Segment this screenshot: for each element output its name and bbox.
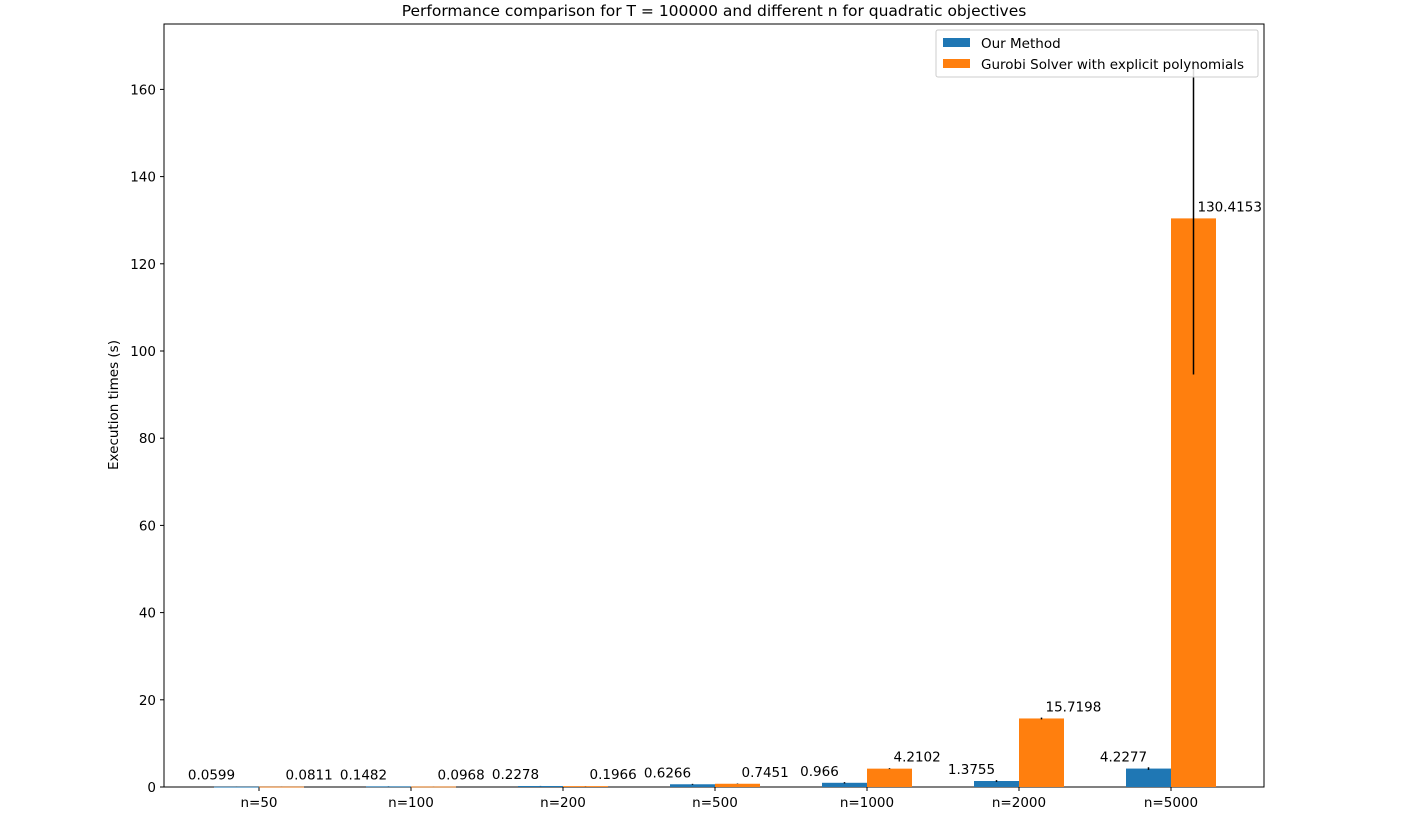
bar-gurobi [411, 786, 456, 788]
y-tick-label: 20 [139, 693, 156, 709]
data-label: 0.2278 [492, 767, 539, 783]
legend: Our Method Gurobi Solver with explicit po… [935, 29, 1259, 78]
plot-frame [163, 23, 1265, 788]
bar-gurobi [1019, 718, 1064, 787]
data-label: 0.7451 [742, 765, 789, 781]
y-axis-label: Execution times (s) [106, 340, 122, 470]
data-label: 0.1966 [590, 767, 637, 783]
data-label: 1.3755 [948, 762, 995, 778]
y-tick-label: 60 [139, 518, 156, 534]
data-label: 130.4153 [1198, 199, 1262, 215]
data-label: 0.0968 [438, 768, 485, 784]
data-label: 0.0811 [286, 768, 333, 784]
bar-our-method [974, 781, 1019, 787]
y-tick-label: 120 [130, 257, 156, 273]
bar-gurobi [259, 786, 304, 788]
legend-swatch [943, 38, 970, 47]
data-label: 0.1482 [340, 767, 387, 783]
x-tick-label: n=200 [540, 795, 586, 811]
bar-our-method [366, 786, 411, 788]
y-tick-label: 160 [130, 82, 156, 98]
legend-swatch [943, 59, 970, 68]
legend-entry: Our Method [981, 36, 1061, 52]
x-tick-label: n=500 [692, 795, 738, 811]
data-label: 15.7198 [1046, 699, 1102, 715]
y-tick-label: 0 [147, 780, 156, 796]
chart-title: Performance comparison for T = 100000 an… [402, 2, 1027, 20]
data-label: 0.6266 [644, 765, 691, 781]
y-tick-label: 80 [139, 431, 156, 447]
x-tick-label: n=5000 [1144, 795, 1198, 811]
y-tick-label: 100 [130, 344, 156, 360]
x-tick-label: n=100 [388, 795, 434, 811]
bar-our-method [518, 786, 563, 787]
bar-our-method [1126, 768, 1171, 787]
data-label: 4.2277 [1100, 750, 1147, 766]
bar-gurobi [867, 768, 912, 787]
legend-box [935, 29, 1259, 78]
bar-our-method [822, 782, 867, 787]
x-tick-label: n=50 [240, 795, 277, 811]
legend-entry: Gurobi Solver with explicit polynomials [981, 57, 1244, 73]
y-tick-label: 40 [139, 606, 156, 622]
data-label: 4.2102 [894, 750, 941, 766]
bar-gurobi [563, 786, 608, 787]
bar-our-method [670, 784, 715, 787]
data-label: 0.0599 [188, 768, 235, 784]
plot-area: 0 20 40 60 80 100 120 140 160 n=50 0.0599 0.0811 n=1… [130, 23, 1265, 811]
data-label: 0.966 [800, 764, 839, 780]
y-tick-label: 140 [130, 170, 156, 186]
bar-gurobi [715, 783, 760, 787]
x-tick-label: n=2000 [992, 795, 1046, 811]
bar-our-method [214, 786, 259, 788]
x-tick-label: n=1000 [840, 795, 894, 811]
